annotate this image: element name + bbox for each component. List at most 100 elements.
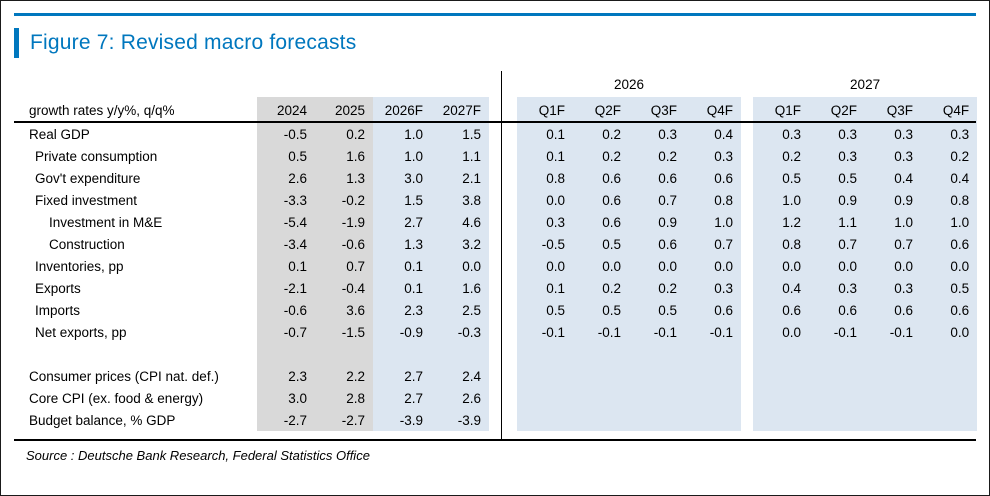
annual-value: 3.0 [373, 167, 431, 189]
q2027-value [921, 365, 978, 387]
q2027-value: 0.3 [809, 123, 866, 145]
table-row: Real GDP -0.5 0.2 1.0 1.5 0.1 0.2 0.3 0.4 0.3 0.3 0… [25, 123, 978, 145]
q2026-value [685, 409, 742, 431]
q2026-value [629, 409, 685, 431]
annual-value: -0.5 [257, 123, 315, 145]
col-header-2027-q3f: Q3F [865, 97, 922, 123]
table-body: Real GDP -0.5 0.2 1.0 1.5 0.1 0.2 0.3 0.4 0.3 0.3 0… [25, 123, 978, 431]
q2026-value: 0.2 [573, 145, 629, 167]
forecast-table-area: 2026 2027 growth rates y/y%, q/q% 2024 2… [25, 71, 978, 431]
q2027-value: 0.6 [865, 299, 922, 321]
annual-value: 1.0 [373, 123, 431, 145]
block-gap [489, 299, 517, 321]
q2026-value: 1.0 [685, 211, 742, 233]
forecast-table: 2026 2027 growth rates y/y%, q/q% 2024 2… [25, 71, 978, 431]
q2026-value: 0.5 [573, 299, 629, 321]
block-gap [489, 321, 517, 343]
q2026-value: 0.0 [573, 255, 629, 277]
figure-title: Figure 7: Revised macro forecasts [30, 31, 357, 54]
q2026-value: 0.0 [517, 189, 573, 211]
block-gap [741, 211, 753, 233]
row-label: Net exports, pp [35, 324, 127, 340]
q2026-value: 0.9 [629, 211, 685, 233]
q2026-value [629, 365, 685, 387]
q2027-value [753, 409, 810, 431]
q2027-value: 0.8 [753, 233, 810, 255]
annual-value: 2.6 [257, 167, 315, 189]
q2027-value: 0.3 [865, 145, 922, 167]
block-gap [741, 365, 753, 387]
source-note: Source : Deutsche Bank Research, Federal… [26, 448, 370, 463]
q2026-value [629, 343, 685, 365]
annual-value: 2.7 [373, 365, 431, 387]
table-row-spacer [25, 343, 978, 365]
q2026-value: 0.6 [573, 211, 629, 233]
q2026-value [573, 365, 629, 387]
q2026-value: 0.2 [573, 123, 629, 145]
col-header-2026-q4f: Q4F [685, 97, 742, 123]
q2026-value: 0.8 [685, 189, 742, 211]
q2026-value: 0.6 [573, 167, 629, 189]
q2026-value: 0.3 [685, 145, 742, 167]
q2027-value: -0.1 [865, 321, 922, 343]
q2027-value: 0.4 [753, 277, 810, 299]
q2026-value [573, 343, 629, 365]
row-label: Budget balance, % GDP [29, 412, 176, 428]
block-gap [489, 387, 517, 409]
q2026-value: 0.1 [517, 277, 573, 299]
annual-value: -2.1 [257, 277, 315, 299]
q2026-value: 0.1 [517, 123, 573, 145]
annual-value: 2.8 [315, 387, 373, 409]
q2027-value [921, 343, 978, 365]
row-label: Real GDP [29, 126, 90, 142]
row-label: Core CPI (ex. food & energy) [29, 390, 204, 406]
q2027-value: 0.4 [921, 167, 978, 189]
q2027-value: 0.3 [809, 145, 866, 167]
q2027-value: 0.5 [809, 167, 866, 189]
table-row: Budget balance, % GDP -2.7 -2.7 -3.9 -3.9 [25, 409, 978, 431]
block-gap [489, 123, 517, 145]
q2026-value: -0.1 [573, 321, 629, 343]
q2026-value: 0.2 [573, 277, 629, 299]
q2026-value: 0.7 [685, 233, 742, 255]
q2027-value [809, 387, 866, 409]
q2026-value [685, 387, 742, 409]
row-label [25, 343, 257, 365]
annual-value: -0.2 [315, 189, 373, 211]
q2026-value [573, 409, 629, 431]
group-row-empty [25, 71, 489, 97]
q2026-value: 0.6 [629, 233, 685, 255]
q2027-value: 0.3 [809, 277, 866, 299]
annual-value: -2.7 [315, 409, 373, 431]
q2026-value: 0.4 [685, 123, 742, 145]
row-label: Construction [49, 236, 125, 252]
q2027-value: 1.1 [809, 211, 866, 233]
q2027-value: 0.0 [753, 321, 810, 343]
col-header-2027-q2f: Q2F [809, 97, 866, 123]
annual-value: 0.1 [373, 255, 431, 277]
q2026-value [517, 343, 573, 365]
annual-value: 1.6 [431, 277, 489, 299]
block-gap [741, 233, 753, 255]
q2026-value: 0.5 [629, 299, 685, 321]
annual-value: -3.4 [257, 233, 315, 255]
q2026-value [517, 365, 573, 387]
col-header-2027-q4f: Q4F [921, 97, 978, 123]
q2027-value: 0.9 [809, 189, 866, 211]
q2027-value: 0.0 [921, 321, 978, 343]
block-gap [741, 145, 753, 167]
row-label: Investment in M&E [49, 214, 163, 230]
annual-value: -3.9 [373, 409, 431, 431]
annual-value: 3.6 [315, 299, 373, 321]
table-row: Core CPI (ex. food & energy) 3.0 2.8 2.7 2.6 [25, 387, 978, 409]
annual-value: -0.6 [315, 233, 373, 255]
block-gap [489, 255, 517, 277]
annual-value: 3.8 [431, 189, 489, 211]
column-header-row: growth rates y/y%, q/q% 2024 2025 2026F … [25, 97, 978, 123]
block-gap [489, 97, 517, 123]
annual-value: 0.2 [315, 123, 373, 145]
annual-value: -3.3 [257, 189, 315, 211]
q2027-value [921, 409, 978, 431]
q2027-value: 0.5 [753, 167, 810, 189]
annual-value: 0.7 [315, 255, 373, 277]
